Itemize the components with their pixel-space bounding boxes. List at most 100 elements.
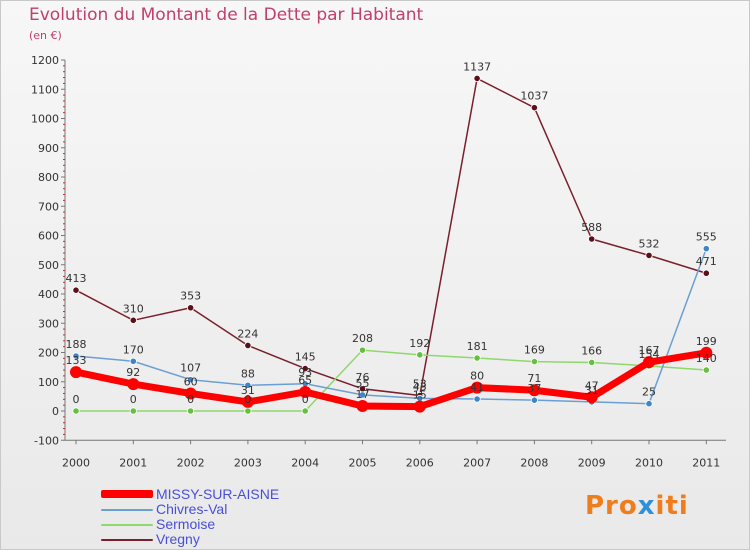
y-tick-label: 600: [38, 230, 59, 243]
y-minor-tick: [63, 194, 65, 196]
legend-swatch-chivres: [101, 509, 153, 511]
series-point-1: [358, 346, 367, 354]
y-tick-label: 900: [38, 142, 59, 155]
series-point-2: [530, 396, 539, 404]
y-minor-tick: [63, 311, 65, 313]
series-point-3: [471, 381, 484, 394]
series-point-1: [187, 407, 195, 415]
y-minor-tick: [63, 82, 65, 84]
series-point-2: [187, 376, 195, 384]
y-tick-label: 0: [52, 405, 59, 418]
series-line-1: [75, 349, 708, 412]
data-label: 199: [696, 335, 717, 348]
y-tick-label: 300: [38, 317, 59, 330]
y-minor-tick: [63, 387, 65, 389]
y-minor-tick: [63, 164, 65, 166]
data-label: 1137: [463, 60, 491, 73]
legend-label-missy: MISSY-SUR-AISNE: [156, 486, 280, 502]
data-label: 88: [241, 367, 255, 380]
y-minor-tick: [63, 252, 65, 254]
series-point-3: [241, 395, 254, 408]
data-label: 55: [356, 377, 370, 390]
x-tick-label: 2002: [177, 456, 205, 469]
series-point-1: [301, 407, 309, 415]
y-tick-label: 400: [38, 288, 59, 301]
series-point-3: [299, 385, 312, 398]
data-label: 93: [298, 366, 312, 379]
series-point-3: [127, 378, 140, 391]
series-point-0: [187, 304, 195, 312]
unit-label: (en €): [29, 29, 62, 42]
y-minor-tick: [63, 340, 65, 342]
x-tick-label: 2006: [406, 456, 434, 469]
data-label: 353: [180, 290, 201, 303]
series-line-0: [75, 77, 708, 397]
y-minor-tick: [63, 404, 65, 406]
data-label: 80: [470, 370, 484, 383]
y-minor-tick: [63, 77, 65, 79]
y-minor-tick: [63, 369, 65, 371]
y-minor-tick: [63, 375, 65, 377]
data-label: 92: [126, 366, 140, 379]
series-point-0: [473, 74, 481, 83]
y-tick-label: 700: [38, 200, 59, 213]
y-minor-tick: [63, 433, 65, 435]
legend-swatch-missy: [101, 490, 153, 498]
data-label: 170: [123, 343, 144, 356]
series-line-2: [75, 247, 708, 405]
y-tick-label: 1200: [31, 54, 59, 67]
data-label: 145: [295, 351, 316, 364]
legend-label-chivres: Chivres-Val: [156, 501, 228, 517]
y-tick-label: 1000: [31, 113, 59, 126]
data-label: 310: [123, 302, 144, 315]
x-tick-label: 2000: [62, 456, 90, 469]
x-tick-label: 2001: [119, 456, 147, 469]
data-label: 181: [467, 340, 488, 353]
series-point-3: [413, 400, 426, 413]
data-label: 208: [352, 332, 373, 345]
data-label: 76: [356, 371, 370, 384]
data-label: 31: [241, 384, 255, 397]
y-minor-tick: [63, 334, 65, 336]
data-label: 0: [302, 393, 309, 406]
data-label: 0: [244, 393, 251, 406]
data-label: 1037: [520, 90, 548, 103]
series-point-2: [473, 395, 481, 403]
x-tick-label: 2009: [578, 456, 606, 469]
x-tick-label: 2008: [520, 456, 548, 469]
y-minor-tick: [63, 188, 65, 190]
series-point-1: [530, 357, 539, 366]
data-label: 169: [524, 344, 545, 357]
y-minor-tick: [63, 135, 65, 137]
data-label: 15: [413, 389, 427, 402]
y-minor-tick: [63, 316, 65, 318]
y-tick-label: 1100: [31, 83, 59, 96]
series-point-0: [129, 316, 137, 324]
y-minor-tick: [63, 258, 65, 260]
data-label: 17: [356, 388, 370, 401]
y-minor-tick: [63, 170, 65, 172]
series-point-3: [528, 384, 541, 397]
data-label: 413: [66, 272, 87, 285]
series-point-1: [72, 407, 80, 415]
y-minor-tick: [63, 346, 65, 348]
data-label: 0: [187, 393, 194, 406]
data-label: 31: [585, 384, 599, 397]
series-point-3: [184, 387, 197, 400]
y-tick-label: 500: [38, 259, 59, 272]
y-minor-tick: [63, 398, 65, 400]
series-point-0: [530, 104, 539, 112]
series-point-2: [645, 400, 653, 408]
data-label: 53: [413, 377, 427, 390]
series-point-2: [129, 357, 137, 365]
y-minor-tick: [63, 270, 65, 272]
data-label: 43: [413, 380, 427, 393]
legend-label-sermoise: Sermoise: [156, 516, 216, 532]
series-point-2: [72, 352, 80, 360]
y-minor-tick: [63, 240, 65, 242]
data-label: 0: [130, 393, 137, 406]
data-label: 133: [66, 354, 87, 367]
data-label: 0: [73, 393, 80, 406]
